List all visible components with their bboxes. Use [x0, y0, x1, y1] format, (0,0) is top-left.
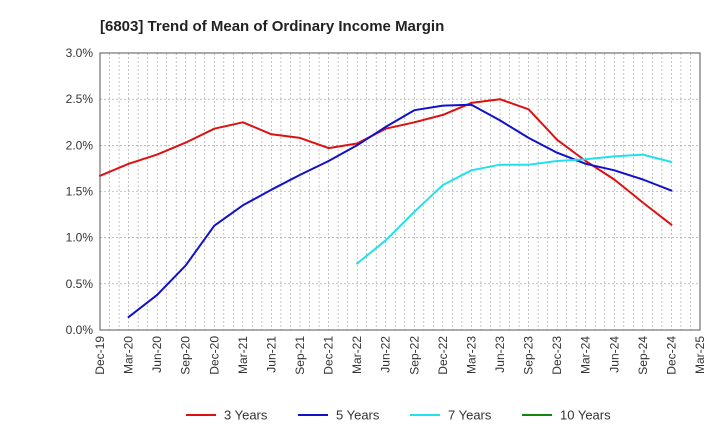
- x-tick-label: Mar-24: [579, 336, 593, 374]
- legend-label: 10 Years: [560, 408, 611, 423]
- y-tick-label: 0.5%: [66, 277, 94, 291]
- x-tick-label: Dec-21: [322, 336, 336, 375]
- x-tick-label: Sep-24: [636, 336, 650, 375]
- x-tick-label: Jun-23: [493, 336, 507, 373]
- x-tick-label: Mar-21: [236, 336, 250, 374]
- y-tick-label: 2.0%: [66, 138, 94, 152]
- y-tick-label: 1.0%: [66, 231, 94, 245]
- plot-frame: [99, 52, 701, 331]
- x-tick-label: Jun-21: [264, 336, 278, 373]
- x-tick-label: Sep-20: [179, 336, 193, 375]
- x-tick-label: Mar-22: [350, 336, 364, 374]
- legend-label: 3 Years: [224, 408, 268, 423]
- y-tick-label: 2.5%: [66, 92, 94, 106]
- x-tick-label: Mar-20: [122, 336, 136, 374]
- grid: [99, 52, 701, 331]
- x-tick-label: Dec-20: [207, 336, 221, 375]
- legend-label: 7 Years: [448, 408, 492, 423]
- x-tick-label: Sep-23: [522, 336, 536, 375]
- legend: 3 Years 5 Years 7 Years 10 Years: [186, 408, 611, 423]
- axes: 0.0% 0.5% 1.0% 1.5% 2.0% 2.5% 3.0% Dec-19 Mar-20…: [66, 46, 707, 375]
- y-tick-label: 3.0%: [66, 46, 94, 60]
- series-line: [99, 98, 673, 226]
- x-tick-label: Jun-22: [379, 336, 393, 373]
- series-lines: [99, 98, 673, 319]
- series-line: [356, 153, 673, 265]
- x-tick-label: Jun-20: [150, 336, 164, 373]
- legend-label: 5 Years: [336, 408, 380, 423]
- x-tick-label: Dec-23: [550, 336, 564, 375]
- x-tick-label: Dec-19: [93, 336, 107, 375]
- x-tick-label: Jun-24: [607, 336, 621, 373]
- y-tick-label: 1.5%: [66, 185, 94, 199]
- x-tick-label: Sep-21: [293, 336, 307, 375]
- series-line: [127, 103, 673, 319]
- x-tick-label: Mar-25: [693, 336, 707, 374]
- x-tick-label: Mar-23: [464, 336, 478, 374]
- chart-title: [6803] Trend of Mean of Ordinary Income …: [100, 18, 444, 35]
- x-tick-label: Dec-22: [436, 336, 450, 375]
- y-tick-label: 0.0%: [66, 323, 94, 337]
- x-tick-label: Dec-24: [664, 336, 678, 375]
- x-tick-label: Sep-22: [407, 336, 421, 375]
